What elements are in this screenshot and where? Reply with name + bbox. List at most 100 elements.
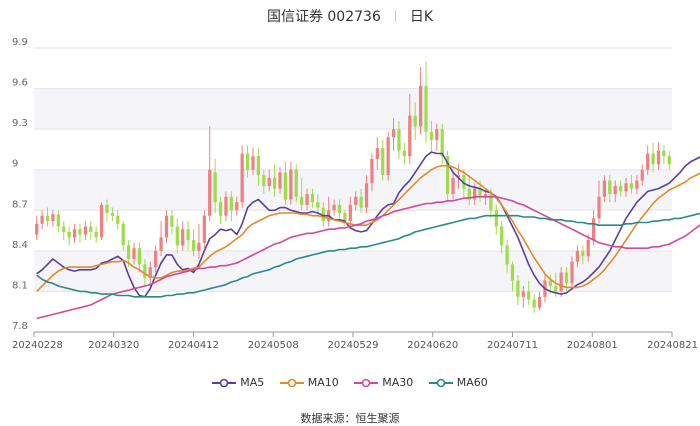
candle-body <box>359 196 363 208</box>
candle-body <box>89 226 93 232</box>
legend-marker-ma30 <box>354 378 379 387</box>
candle-body <box>548 280 552 287</box>
candle-body <box>527 291 531 300</box>
candle-body <box>35 223 39 235</box>
candle-body <box>251 156 255 170</box>
y-tick-label: 8.7 <box>12 199 28 210</box>
candle-body <box>667 156 671 165</box>
candle-body <box>310 194 315 203</box>
candle-body <box>116 215 120 224</box>
candle-body <box>154 250 158 268</box>
x-tick-label: 20240821 <box>647 340 698 351</box>
chart-title-bar: 国信证券 002736 日K <box>0 6 700 26</box>
candle-body <box>570 261 574 284</box>
candle-body <box>348 204 352 222</box>
candle-body <box>440 129 444 157</box>
candle-body <box>386 137 390 176</box>
candle-body <box>143 264 147 278</box>
candle-body <box>218 202 223 216</box>
y-tick-label: 9 <box>12 159 18 170</box>
candle-body <box>651 153 655 165</box>
candle-body <box>175 226 179 246</box>
candle-body <box>62 226 66 232</box>
candle-body <box>164 215 169 238</box>
candle-body <box>235 202 239 211</box>
candle-body <box>197 242 201 251</box>
candle-body <box>181 229 185 246</box>
candle-body <box>591 218 596 241</box>
chart-title: 国信证券 002736 <box>266 9 381 25</box>
legend-item-ma60[interactable]: MA60 <box>428 376 488 389</box>
y-tick-label: 8.4 <box>12 240 28 251</box>
legend-item-ma5[interactable]: MA5 <box>212 376 264 389</box>
candle-body <box>256 156 261 176</box>
candle-body <box>208 169 212 216</box>
candle-body <box>646 153 650 170</box>
x-tick-label: 20240529 <box>328 340 379 351</box>
candle-body <box>202 215 206 243</box>
candle-body <box>272 177 277 189</box>
legend-marker-ma10 <box>279 378 304 387</box>
legend-item-ma30[interactable]: MA30 <box>354 376 413 389</box>
candle-body <box>170 215 174 227</box>
candle-body <box>581 250 585 257</box>
x-tick-label: 20240228 <box>12 340 63 351</box>
candle-body <box>262 175 266 186</box>
y-tick-label: 7.8 <box>12 321 28 332</box>
candle-body <box>267 177 271 186</box>
candle-body <box>229 196 233 211</box>
candle-body <box>494 210 498 227</box>
candle-body <box>619 185 623 192</box>
candle-body <box>289 169 293 200</box>
x-tick-label: 20240320 <box>88 340 139 351</box>
legend-item-ma10[interactable]: MA10 <box>279 376 339 389</box>
candle-body <box>159 237 163 251</box>
candle-body <box>72 229 77 238</box>
candle-body <box>575 250 580 262</box>
candle-body <box>597 196 601 219</box>
candle-body <box>316 202 320 208</box>
candle-body <box>629 183 634 189</box>
candle-body <box>635 180 639 189</box>
candle-body <box>354 196 358 205</box>
candle-body <box>510 264 515 281</box>
data-source: 数据来源：恒生聚源 <box>0 410 700 426</box>
legend-marker-ma5 <box>212 378 237 387</box>
candle-body <box>337 204 342 213</box>
candle-body <box>213 172 217 203</box>
candle-body <box>554 286 558 292</box>
candle-body <box>516 280 520 297</box>
candle-body <box>532 299 536 308</box>
candle-body <box>402 150 406 157</box>
candle-body <box>137 248 142 265</box>
y-tick-label: 9.3 <box>12 118 28 129</box>
candle-body <box>132 248 136 259</box>
candle-body <box>559 272 563 292</box>
candle-body <box>40 215 44 224</box>
candle-body <box>105 204 109 213</box>
candle-body <box>397 129 401 151</box>
candle-body <box>478 188 482 197</box>
candle-body <box>445 156 450 195</box>
candle-body <box>148 267 152 278</box>
y-tick-label: 9.6 <box>12 78 28 89</box>
series-line-ma10 <box>36 164 700 292</box>
source-value: 恒生聚源 <box>355 412 400 425</box>
candle-body <box>51 214 55 222</box>
y-tick-label: 8.1 <box>12 280 28 291</box>
candle-body <box>56 214 60 227</box>
legend-marker-ma60 <box>428 378 453 387</box>
candle-body <box>78 229 82 235</box>
grid-band <box>34 169 672 211</box>
x-tick-label: 20240508 <box>248 340 299 351</box>
candle-body <box>462 175 466 189</box>
candle-body <box>283 172 288 200</box>
candle-body <box>391 129 396 138</box>
candle-body <box>456 175 461 178</box>
candle-body <box>608 180 612 195</box>
candle-body <box>300 196 304 205</box>
candle-body <box>364 183 369 208</box>
candle-body <box>332 204 336 211</box>
candle-body <box>564 272 569 284</box>
legend-label-ma10: MA10 <box>307 376 339 389</box>
